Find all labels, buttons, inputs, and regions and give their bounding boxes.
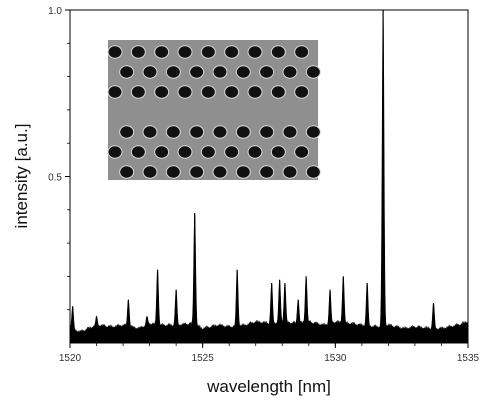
lattice-hole xyxy=(224,85,240,99)
lattice-hole xyxy=(247,45,263,59)
lattice-hole xyxy=(247,85,263,99)
lattice-hole xyxy=(212,65,228,79)
lattice-hole xyxy=(107,145,123,159)
lattice-hole xyxy=(200,145,216,159)
y-tick-label: 0.5 xyxy=(48,173,62,184)
lattice-hole xyxy=(294,85,310,99)
x-tick-label: 1520 xyxy=(59,353,82,364)
lattice-hole xyxy=(154,45,170,59)
lattice-hole xyxy=(165,65,181,79)
lattice-hole xyxy=(270,145,286,159)
lattice-hole xyxy=(130,145,146,159)
x-tick-label: 1530 xyxy=(324,353,347,364)
lattice-hole xyxy=(235,125,251,139)
lattice-hole xyxy=(235,165,251,179)
lattice-hole xyxy=(107,85,123,99)
lattice-hole xyxy=(142,125,158,139)
lattice-hole xyxy=(282,125,298,139)
y-axis: 0.5 1.0 xyxy=(48,6,70,311)
inset-micrograph xyxy=(107,40,321,180)
plot-area xyxy=(69,9,469,344)
lattice-hole xyxy=(154,85,170,99)
lattice-hole xyxy=(119,65,135,79)
lattice-hole xyxy=(224,45,240,59)
lattice-hole xyxy=(212,165,228,179)
lattice-hole xyxy=(165,125,181,139)
lattice-hole xyxy=(224,145,240,159)
lattice-hole xyxy=(142,165,158,179)
lattice-hole xyxy=(189,65,205,79)
y-tick-label: 1.0 xyxy=(48,6,62,17)
spectrum-area xyxy=(69,9,469,344)
lattice-hole xyxy=(119,125,135,139)
lattice-hole xyxy=(235,65,251,79)
lattice-hole xyxy=(294,45,310,59)
lattice-hole xyxy=(259,165,275,179)
lattice-hole xyxy=(189,125,205,139)
lattice-hole xyxy=(200,85,216,99)
lattice-hole xyxy=(200,45,216,59)
lattice-hole xyxy=(282,65,298,79)
lattice-hole xyxy=(189,165,205,179)
lattice-hole xyxy=(165,165,181,179)
x-tick-label: 1525 xyxy=(192,353,215,364)
lattice-hole xyxy=(130,45,146,59)
lattice-hole xyxy=(270,45,286,59)
inset-background xyxy=(108,40,318,180)
lattice-hole xyxy=(247,145,263,159)
lattice-hole xyxy=(177,85,193,99)
lattice-hole xyxy=(305,165,321,179)
lattice-hole xyxy=(177,45,193,59)
lattice-hole xyxy=(270,85,286,99)
lattice-hole xyxy=(177,145,193,159)
y-axis-title: intensity [a.u.] xyxy=(12,124,31,229)
x-axis-title: wavelength [nm] xyxy=(206,377,331,396)
lattice-hole xyxy=(259,125,275,139)
lattice-hole xyxy=(119,165,135,179)
x-axis: 1520 1525 1530 1535 xyxy=(59,343,480,364)
lattice-hole xyxy=(107,45,123,59)
lattice-hole xyxy=(294,145,310,159)
lattice-hole xyxy=(305,65,321,79)
lattice-hole xyxy=(212,125,228,139)
x-tick-label: 1535 xyxy=(457,353,480,364)
lattice-hole xyxy=(305,125,321,139)
lattice-hole xyxy=(130,85,146,99)
lattice-hole xyxy=(142,65,158,79)
lattice-hole xyxy=(259,65,275,79)
lattice-hole xyxy=(282,165,298,179)
lattice-hole xyxy=(154,145,170,159)
